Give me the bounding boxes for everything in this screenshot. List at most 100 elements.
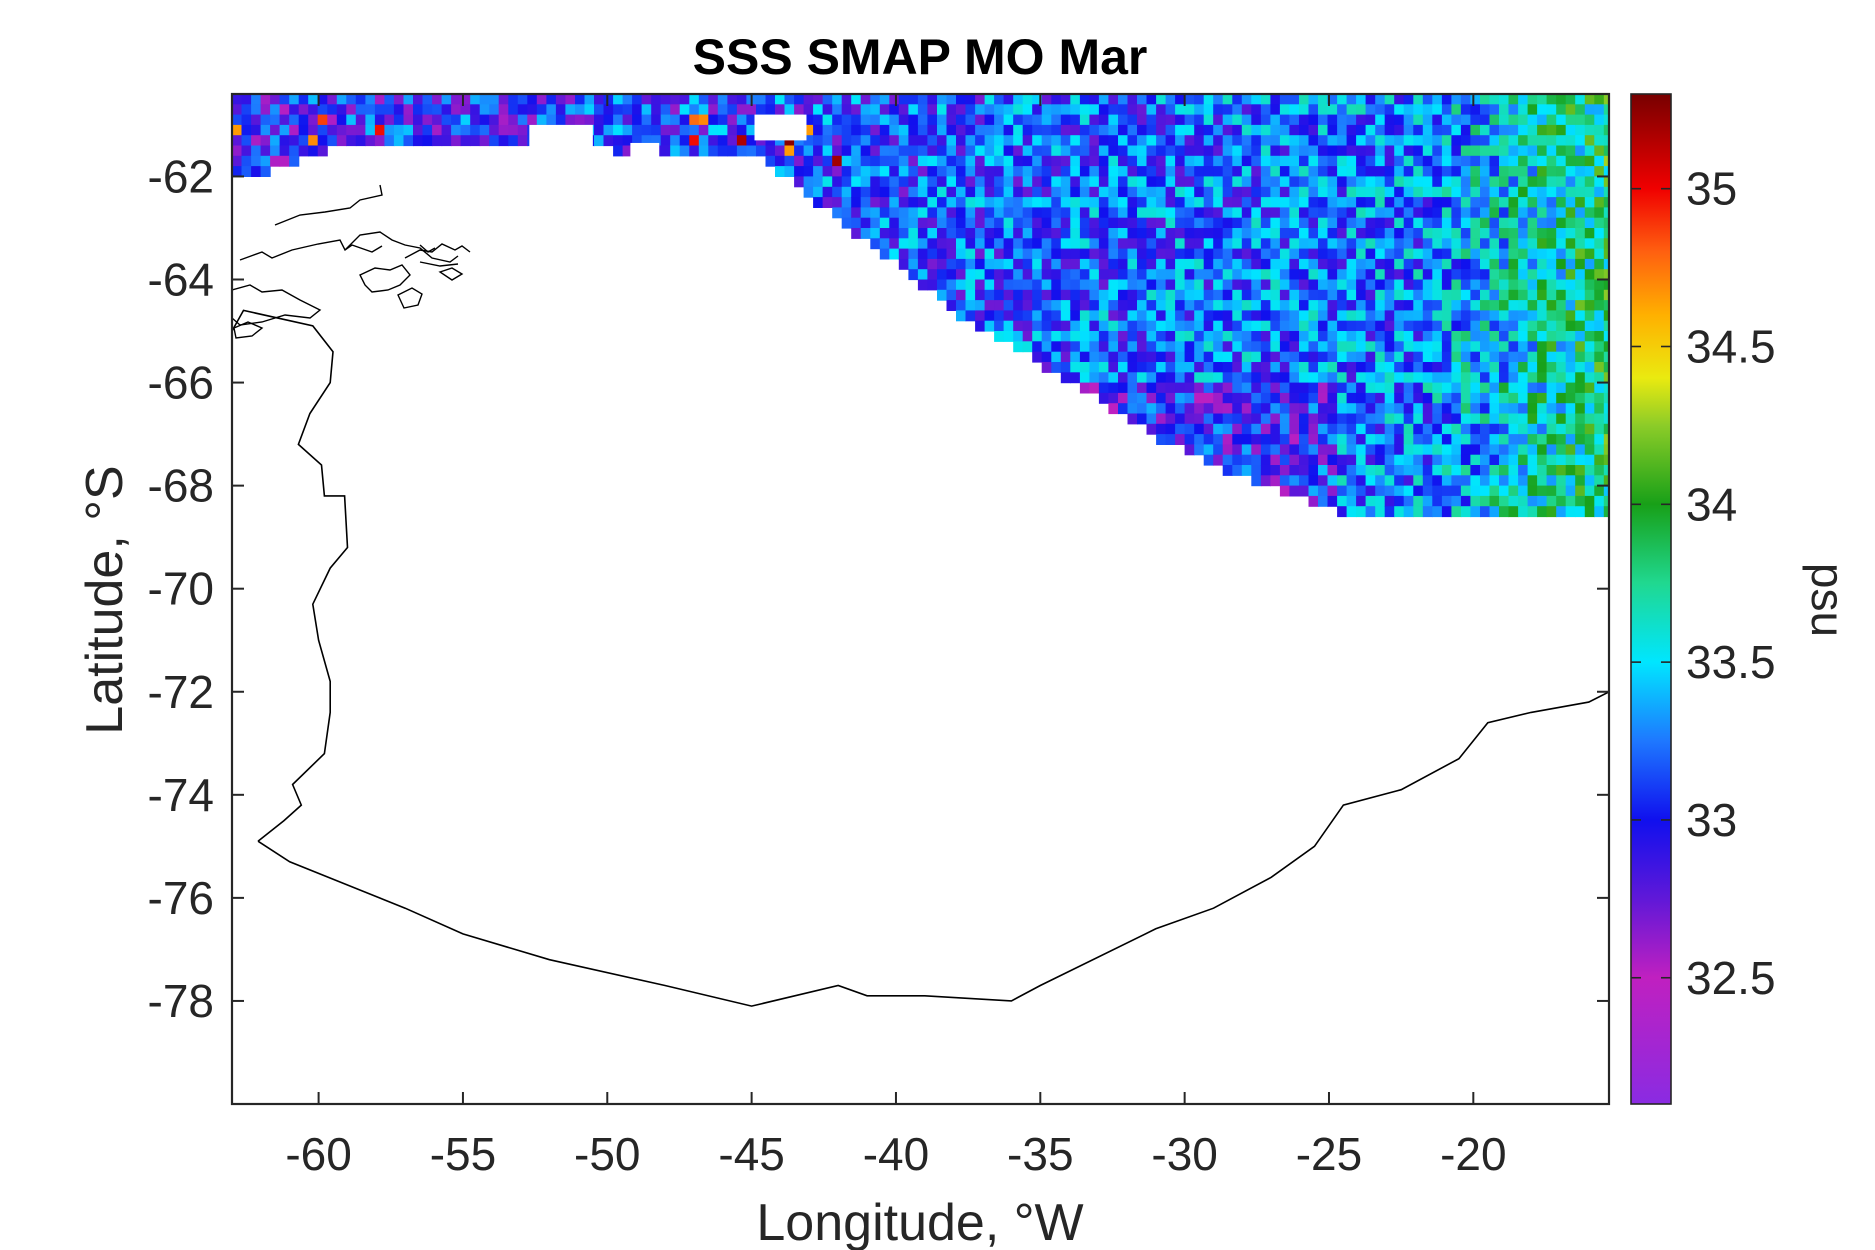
salinity-cell xyxy=(1279,341,1290,353)
salinity-cell xyxy=(879,124,890,136)
salinity-cell xyxy=(1222,176,1233,188)
salinity-cell xyxy=(1565,217,1576,229)
salinity-cell xyxy=(1146,269,1157,281)
salinity-cell xyxy=(1089,104,1100,116)
salinity-cell xyxy=(1527,465,1538,476)
salinity-cell xyxy=(1556,176,1567,188)
x-tick-label: -55 xyxy=(430,1128,496,1180)
salinity-cell xyxy=(1165,362,1176,373)
salinity-cell xyxy=(1365,320,1376,332)
salinity-cell xyxy=(1422,207,1433,219)
salinity-cell xyxy=(1460,413,1471,425)
salinity-cell xyxy=(1375,423,1386,435)
salinity-cell xyxy=(1460,248,1471,260)
salinity-cell xyxy=(1489,310,1500,322)
salinity-cell xyxy=(1299,434,1310,445)
salinity-cell xyxy=(1232,104,1243,116)
salinity-cell xyxy=(727,114,738,126)
salinity-cell xyxy=(1118,166,1129,177)
salinity-cell xyxy=(1451,331,1462,342)
salinity-cell xyxy=(241,94,252,105)
salinity-cell xyxy=(1165,135,1176,147)
salinity-cell xyxy=(1327,197,1338,208)
salinity-cell xyxy=(975,135,986,147)
salinity-cell xyxy=(1137,238,1148,250)
salinity-cell xyxy=(498,104,509,116)
salinity-cell xyxy=(1137,300,1148,311)
salinity-cell xyxy=(1089,114,1100,126)
salinity-cell xyxy=(1403,114,1414,126)
salinity-cell xyxy=(984,186,995,198)
salinity-cell xyxy=(1222,248,1233,260)
salinity-cell xyxy=(975,269,986,281)
salinity-cell xyxy=(1565,485,1576,497)
salinity-cell xyxy=(1432,506,1443,518)
salinity-cell xyxy=(1146,289,1157,301)
salinity-cell xyxy=(1156,341,1167,353)
salinity-cell xyxy=(1041,238,1052,250)
salinity-cell xyxy=(1499,166,1510,177)
salinity-cell xyxy=(1527,382,1538,394)
salinity-cell xyxy=(1460,382,1471,394)
salinity-cell xyxy=(413,114,424,126)
salinity-cell xyxy=(1375,351,1386,363)
salinity-cell xyxy=(1156,269,1167,281)
salinity-cell xyxy=(1127,279,1138,291)
salinity-cell xyxy=(708,104,719,116)
salinity-cell xyxy=(270,94,281,105)
salinity-cell xyxy=(1060,351,1071,363)
salinity-cell xyxy=(1413,238,1424,250)
salinity-cell xyxy=(1346,197,1357,208)
salinity-cell xyxy=(1527,155,1538,167)
salinity-cell xyxy=(1489,362,1500,373)
salinity-cell xyxy=(1346,155,1357,167)
salinity-cell xyxy=(1041,310,1052,322)
salinity-cell xyxy=(498,114,509,126)
salinity-cell xyxy=(1375,434,1386,445)
salinity-cell xyxy=(908,186,919,198)
salinity-cell xyxy=(1413,372,1424,384)
salinity-cell xyxy=(1203,300,1214,311)
plot-frame xyxy=(230,92,1611,1106)
salinity-cell xyxy=(1279,362,1290,373)
salinity-cell xyxy=(1051,155,1062,167)
salinity-cell xyxy=(1556,341,1567,353)
salinity-cell xyxy=(1289,485,1300,497)
salinity-cell xyxy=(1289,197,1300,208)
salinity-cell xyxy=(289,124,300,136)
salinity-cell xyxy=(1422,258,1433,270)
salinity-cell xyxy=(946,217,957,229)
salinity-cell xyxy=(1299,228,1310,239)
salinity-cell xyxy=(536,94,547,105)
salinity-cell xyxy=(1537,258,1548,270)
salinity-cell xyxy=(717,124,728,136)
salinity-cell xyxy=(1537,465,1548,476)
salinity-cell xyxy=(1175,372,1186,384)
salinity-cell xyxy=(851,166,862,177)
salinity-cell xyxy=(1394,465,1405,476)
salinity-cell xyxy=(956,114,967,126)
salinity-cell xyxy=(1232,207,1243,219)
salinity-cell xyxy=(1308,392,1319,404)
salinity-cell xyxy=(1584,217,1595,229)
salinity-cell xyxy=(1270,413,1281,425)
salinity-cell xyxy=(1337,114,1348,126)
salinity-cell xyxy=(1137,145,1148,157)
salinity-cell xyxy=(1070,331,1081,342)
salinity-cell xyxy=(632,94,643,105)
salinity-cell xyxy=(1137,197,1148,208)
salinity-cell xyxy=(1499,362,1510,373)
salinity-cell xyxy=(1384,372,1395,384)
salinity-cell xyxy=(1451,392,1462,404)
salinity-cell xyxy=(1584,454,1595,466)
salinity-cell xyxy=(1165,300,1176,311)
y-tick-label: -64 xyxy=(148,254,214,306)
salinity-cell xyxy=(1279,217,1290,229)
salinity-cell xyxy=(1146,300,1157,311)
salinity-cell xyxy=(1041,197,1052,208)
salinity-cell xyxy=(984,197,995,208)
salinity-cell xyxy=(1403,341,1414,353)
salinity-cell xyxy=(1375,392,1386,404)
salinity-cell xyxy=(1356,465,1367,476)
salinity-cell xyxy=(1022,341,1033,353)
